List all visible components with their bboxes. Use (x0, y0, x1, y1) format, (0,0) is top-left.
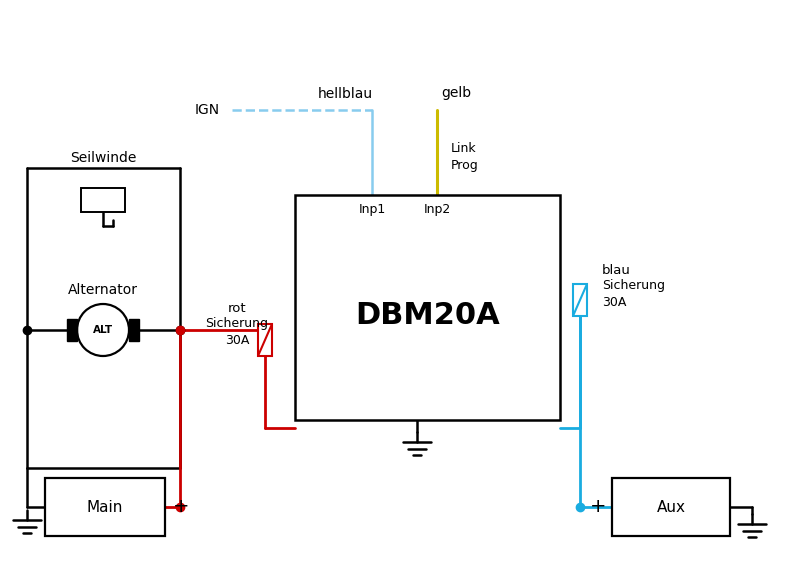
Text: Inp1: Inp1 (358, 202, 386, 215)
Text: Sicherung: Sicherung (602, 280, 665, 292)
Text: rot: rot (228, 301, 246, 315)
Bar (612, 478, 730, 536)
Text: DBM20A: DBM20A (355, 301, 500, 330)
Bar (81, 188, 125, 212)
Bar (573, 284, 587, 316)
Bar (258, 324, 272, 356)
Text: 30A: 30A (225, 333, 249, 346)
Text: 30A: 30A (602, 295, 626, 308)
Text: +: + (173, 497, 190, 517)
Circle shape (77, 304, 129, 356)
Bar (295, 195, 560, 420)
Text: Alternator: Alternator (68, 283, 138, 297)
Text: Main: Main (87, 500, 123, 514)
Text: +: + (590, 497, 606, 517)
Bar (45, 478, 165, 536)
Text: Sicherung: Sicherung (206, 318, 269, 331)
Text: blau: blau (602, 263, 631, 277)
Text: IGN: IGN (195, 103, 220, 117)
Bar (129, 319, 139, 341)
Text: ALT: ALT (93, 325, 113, 335)
Bar (67, 319, 77, 341)
Text: Aux: Aux (657, 500, 686, 514)
Text: Inp2: Inp2 (423, 202, 450, 215)
Text: hellblau: hellblau (318, 87, 373, 101)
Text: gelb: gelb (441, 86, 471, 100)
Text: Prog: Prog (451, 159, 478, 171)
Text: Seilwinde: Seilwinde (70, 151, 136, 165)
Text: Link: Link (451, 142, 477, 154)
